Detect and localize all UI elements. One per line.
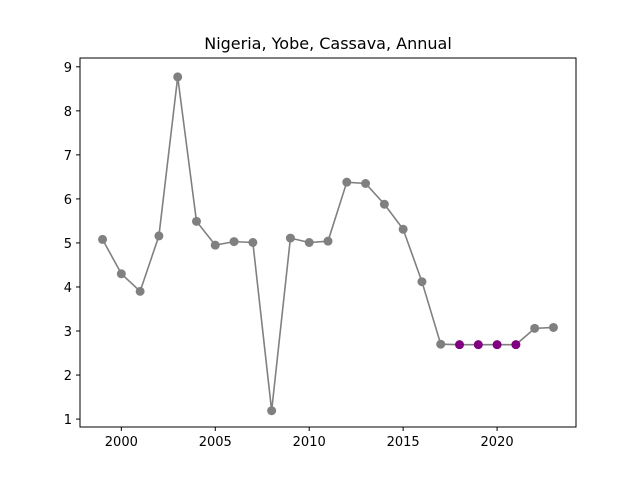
data-point	[304, 238, 314, 247]
y-tick-label: 8	[64, 105, 72, 120]
data-point	[323, 236, 333, 246]
data-point	[229, 237, 239, 247]
data-point	[191, 216, 201, 226]
highlighted-data-point	[473, 340, 483, 350]
y-tick-label: 4	[64, 281, 72, 296]
x-tick-label: 2015	[387, 435, 420, 450]
highlighted-data-point	[511, 340, 521, 350]
x-tick-label: 2000	[105, 435, 138, 450]
data-point	[135, 286, 145, 296]
y-tick-label: 7	[64, 149, 72, 164]
x-tick-label: 2010	[293, 435, 326, 450]
data-point	[361, 178, 371, 188]
y-tick-label: 6	[64, 193, 72, 208]
y-tick-label: 1	[64, 413, 72, 428]
data-point	[285, 233, 295, 243]
highlighted-data-point	[492, 340, 502, 350]
data-point	[530, 323, 540, 333]
chart-title: Nigeria, Yobe, Cassava, Annual	[204, 34, 452, 53]
y-tick-label: 2	[64, 369, 72, 384]
y-tick-label: 3	[64, 325, 72, 340]
data-point	[154, 231, 164, 241]
series-layer	[98, 72, 558, 416]
x-axis: 2000 2005 2010 2015 2020	[105, 427, 514, 450]
data-point	[248, 238, 258, 247]
data-point	[436, 339, 446, 349]
y-tick-label: 5	[64, 237, 72, 252]
data-point	[398, 224, 408, 234]
data-point	[98, 234, 108, 244]
data-point	[379, 199, 389, 209]
data-point	[116, 269, 126, 279]
highlighted-data-point	[455, 340, 465, 350]
data-point	[548, 322, 558, 332]
data-point	[173, 72, 183, 82]
x-tick-label: 2005	[199, 435, 232, 450]
y-tick-label: 9	[64, 61, 72, 76]
data-point	[210, 240, 220, 250]
y-axis: 1 2 3 4 5 6 7 8 9	[64, 61, 80, 428]
data-point	[342, 177, 352, 187]
data-point	[267, 406, 277, 416]
x-tick-label: 2020	[481, 435, 514, 450]
data-point	[417, 277, 427, 287]
